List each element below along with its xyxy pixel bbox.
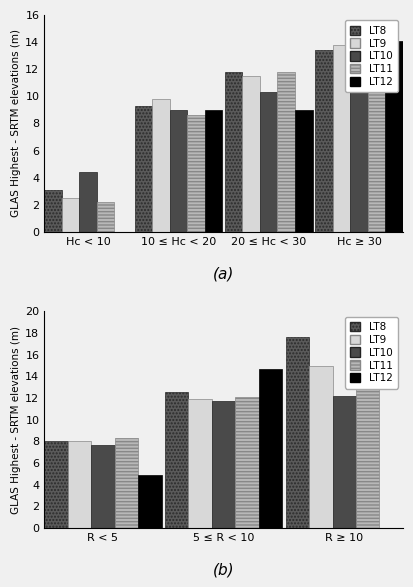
Bar (91, 444, 114, 528)
Text: (b): (b) (212, 563, 234, 578)
Bar (259, 92, 277, 232)
Bar (211, 402, 235, 528)
Bar (285, 338, 308, 528)
Bar (187, 115, 204, 232)
Bar (224, 72, 242, 232)
Bar (294, 110, 312, 232)
Bar (188, 399, 211, 528)
Text: (a): (a) (212, 266, 234, 281)
Bar (204, 110, 222, 232)
Bar (277, 72, 294, 232)
Bar (169, 110, 187, 232)
Bar (44, 441, 68, 528)
Y-axis label: GLAS Highest - SRTM elevations (m): GLAS Highest - SRTM elevations (m) (11, 326, 21, 514)
Bar (79, 172, 97, 232)
Bar (308, 366, 332, 528)
Bar (385, 41, 402, 232)
Legend: LT8, LT9, LT10, LT11, LT12: LT8, LT9, LT10, LT11, LT12 (344, 316, 397, 389)
Legend: LT8, LT9, LT10, LT11, LT12: LT8, LT9, LT10, LT11, LT12 (344, 21, 397, 92)
Bar (349, 37, 367, 232)
Bar (97, 202, 114, 232)
Bar (332, 45, 349, 232)
Bar (68, 441, 91, 528)
Bar (355, 349, 378, 528)
Bar (164, 392, 188, 528)
Bar (235, 397, 258, 528)
Bar (44, 190, 62, 232)
Bar (114, 438, 138, 528)
Bar (332, 396, 355, 528)
Bar (367, 31, 385, 232)
Bar (242, 76, 259, 232)
Bar (134, 106, 152, 232)
Bar (258, 369, 282, 528)
Bar (152, 99, 169, 232)
Bar (62, 198, 79, 232)
Bar (314, 50, 332, 232)
Y-axis label: GLAS Highest - SRTM elevations (m): GLAS Highest - SRTM elevations (m) (11, 29, 21, 217)
Bar (138, 475, 161, 528)
